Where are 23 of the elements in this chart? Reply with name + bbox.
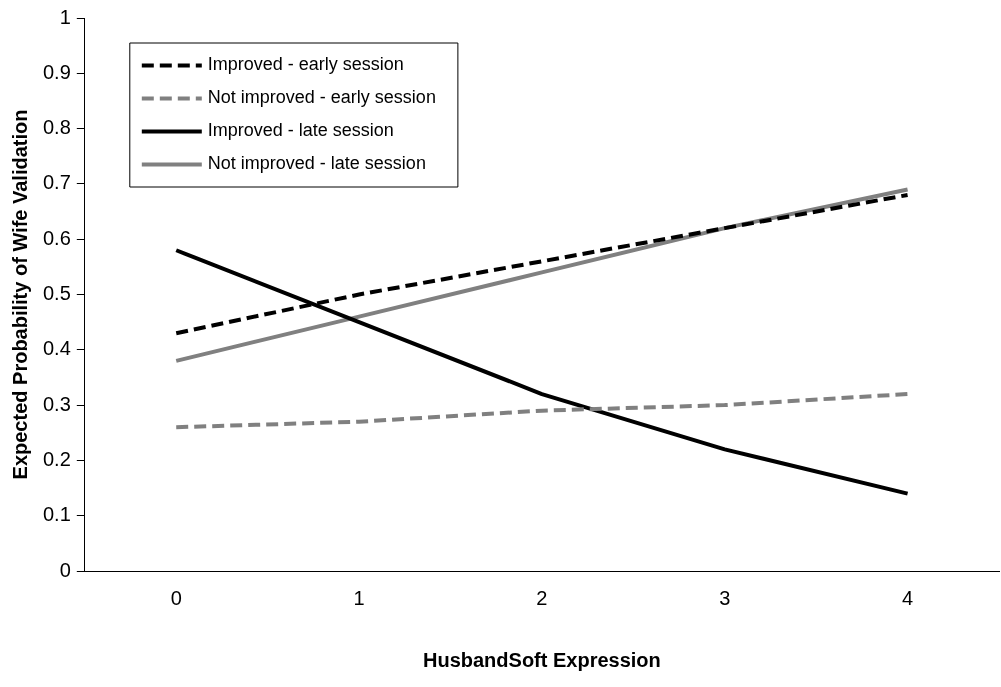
y-tick-label: 0.8 <box>42 116 71 139</box>
line-series <box>174 392 910 430</box>
x-tick-label: 0 <box>170 586 182 609</box>
y-tick-label: 0.1 <box>42 503 71 526</box>
x-axis-title: HusbandSoft Expression <box>423 648 661 671</box>
y-tick-label: 0.4 <box>42 337 71 360</box>
y-tick-label: 0.7 <box>42 171 71 194</box>
x-tick-label: 2 <box>536 586 548 609</box>
y-tick-label: 0.3 <box>42 392 71 415</box>
legend-label: Improved - early session <box>207 54 404 75</box>
legend-label: Improved - late session <box>207 120 394 141</box>
y-tick-label: 0 <box>59 558 71 581</box>
x-tick-label: 1 <box>353 586 365 609</box>
x-tick-label: 4 <box>902 586 914 609</box>
legend-label: Not improved - late session <box>207 153 426 174</box>
x-tick-label: 3 <box>719 586 731 609</box>
y-tick-label: 0.6 <box>42 226 71 249</box>
legend-label: Not improved - early session <box>207 87 436 108</box>
y-tick-label: 0.5 <box>42 282 71 305</box>
y-axis-title: Expected Probability of Wife Validation <box>8 109 31 480</box>
y-tick-label: 0.9 <box>42 60 71 83</box>
y-tick-label: 1 <box>59 5 71 28</box>
y-tick-label: 0.2 <box>42 447 71 470</box>
